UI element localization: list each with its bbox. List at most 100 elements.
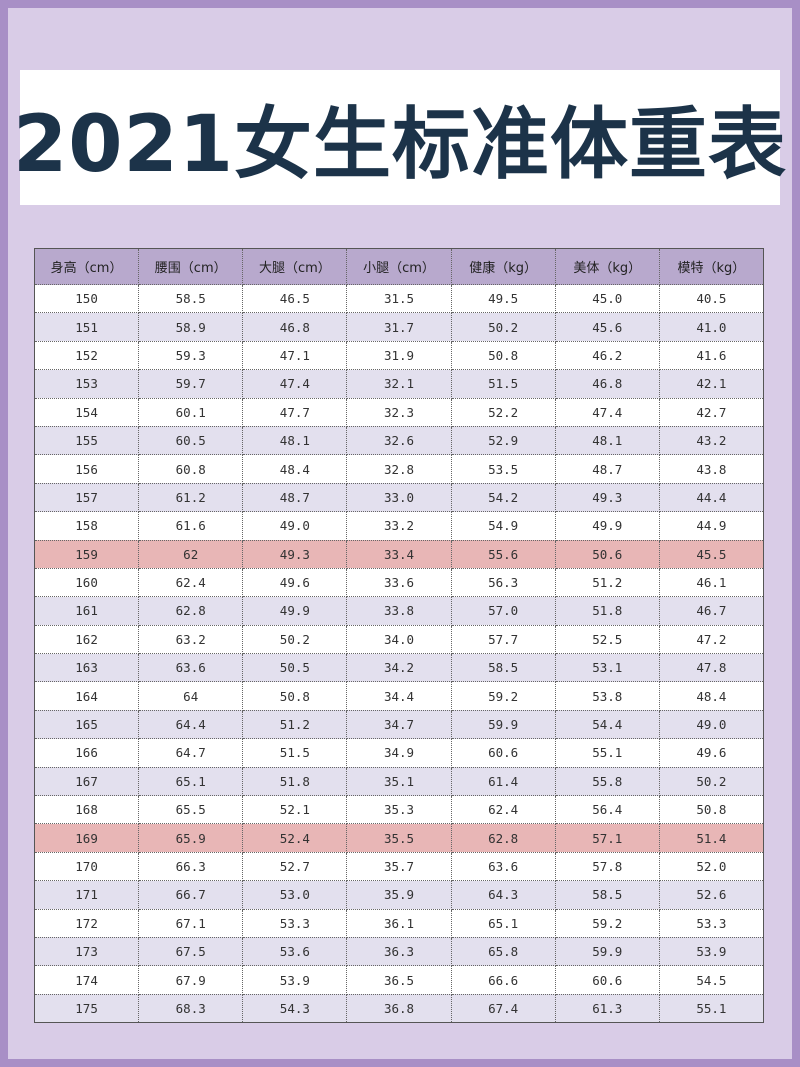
table-cell: 40.5: [658, 283, 765, 314]
table-row: 166 64.7 51.5 34.9 60.6 55.1 49.6: [33, 738, 765, 768]
table-cell: 59.3: [138, 340, 244, 371]
table-cell: 35.1: [346, 766, 452, 797]
table-cell: 41.0: [658, 312, 765, 342]
table-cell: 49.3: [554, 482, 660, 513]
table-cell: 42.1: [658, 369, 765, 399]
table-cell: 174: [33, 965, 140, 995]
table-cell: 34.4: [346, 681, 452, 711]
table-cell: 49.6: [242, 567, 348, 598]
table-cell: 52.6: [658, 880, 765, 910]
table-cell: 65.5: [138, 795, 244, 825]
table-cell: 55.1: [554, 738, 660, 768]
table-cell: 51.2: [242, 709, 348, 740]
table-cell: 61.2: [138, 482, 244, 513]
table-cell: 56.4: [554, 795, 660, 825]
table-cell: 51.8: [242, 766, 348, 797]
table-cell: 32.3: [346, 397, 452, 427]
table-cell: 175: [33, 993, 140, 1024]
table-row: 165 64.4 51.2 34.7 59.9 54.4 49.0: [33, 709, 765, 740]
table-cell: 155: [33, 425, 140, 456]
table-cell: 63.6: [138, 653, 244, 683]
table-cell: 31.7: [346, 312, 452, 342]
table-row: 163 63.6 50.5 34.2 58.5 53.1 47.8: [33, 653, 765, 683]
table-cell: 172: [33, 908, 140, 938]
column-header: 大腿（cm）: [242, 248, 348, 285]
table-cell: 41.6: [658, 340, 765, 371]
column-header: 健康（kg）: [450, 248, 556, 285]
table-cell: 60.5: [138, 425, 244, 456]
table-cell: 59.9: [450, 709, 556, 740]
table-cell: 49.0: [658, 709, 765, 740]
table-cell: 154: [33, 397, 140, 427]
table-cell: 165: [33, 709, 140, 740]
table-cell: 65.1: [450, 908, 556, 938]
table-cell: 50.2: [450, 312, 556, 342]
table-cell: 49.3: [242, 539, 348, 569]
table-cell: 50.8: [658, 795, 765, 825]
table-cell: 67.4: [450, 993, 556, 1024]
table-row: 153 59.7 47.4 32.1 51.5 46.8 42.1: [33, 369, 765, 399]
table-cell: 51.8: [554, 596, 660, 626]
table-cell: 48.7: [554, 454, 660, 484]
table-row: 160 62.4 49.6 33.6 56.3 51.2 46.1: [33, 567, 765, 598]
table-cell: 169: [33, 823, 140, 853]
table-cell: 59.2: [554, 908, 660, 938]
table-cell: 36.8: [346, 993, 452, 1024]
table-cell: 58.9: [138, 312, 244, 342]
table-cell: 53.6: [242, 936, 348, 967]
table-cell: 50.2: [658, 766, 765, 797]
column-header: 身高（cm）: [33, 248, 140, 285]
table-cell: 32.6: [346, 425, 452, 456]
table-row: 170 66.3 52.7 35.7 63.6 57.8 52.0: [33, 851, 765, 882]
column-header: 小腿（cm）: [346, 248, 452, 285]
table-row: 150 58.5 46.5 31.5 49.5 45.0 40.5: [33, 283, 765, 314]
table-cell: 35.3: [346, 795, 452, 825]
table-row: 171 66.7 53.0 35.9 64.3 58.5 52.6: [33, 880, 765, 910]
table-cell: 62.8: [138, 596, 244, 626]
table-cell: 164: [33, 681, 140, 711]
table-cell: 31.5: [346, 283, 452, 314]
table-cell: 156: [33, 454, 140, 484]
table-cell: 66.6: [450, 965, 556, 995]
table-cell: 48.4: [658, 681, 765, 711]
table-row: 168 65.5 52.1 35.3 62.4 56.4 50.8: [33, 795, 765, 825]
table-cell: 50.8: [450, 340, 556, 371]
table-cell: 47.1: [242, 340, 348, 371]
table-cell: 53.0: [242, 880, 348, 910]
table-cell: 51.5: [242, 738, 348, 768]
table-cell: 53.3: [658, 908, 765, 938]
table-cell: 47.4: [554, 397, 660, 427]
table-cell: 61.4: [450, 766, 556, 797]
table-cell: 64.4: [138, 709, 244, 740]
table-cell: 54.2: [450, 482, 556, 513]
table-cell: 54.3: [242, 993, 348, 1024]
table-cell: 158: [33, 511, 140, 541]
table-cell: 61.6: [138, 511, 244, 541]
table-cell: 35.7: [346, 851, 452, 882]
table-cell: 46.8: [554, 369, 660, 399]
table-cell: 52.7: [242, 851, 348, 882]
table-cell: 52.9: [450, 425, 556, 456]
table-cell: 48.4: [242, 454, 348, 484]
table-cell: 45.0: [554, 283, 660, 314]
page-title: 2021女生标准体重表: [12, 99, 788, 190]
table-cell: 65.9: [138, 823, 244, 853]
table-cell: 57.8: [554, 851, 660, 882]
table-row: 156 60.8 48.4 32.8 53.5 48.7 43.8: [33, 454, 765, 484]
table-row: 152 59.3 47.1 31.9 50.8 46.2 41.6: [33, 340, 765, 371]
table-cell: 57.0: [450, 596, 556, 626]
table-cell: 53.1: [554, 653, 660, 683]
table-cell: 49.9: [554, 511, 660, 541]
table-cell: 66.3: [138, 851, 244, 882]
table-body: 150 58.5 46.5 31.5 49.5 45.0 40.5 151 58.9 46.8 31…: [33, 283, 765, 1024]
column-header: 腰围（cm）: [138, 248, 244, 285]
table-cell: 59.9: [554, 936, 660, 967]
table-cell: 58.5: [450, 653, 556, 683]
table-cell: 67.9: [138, 965, 244, 995]
table-row: 172 67.1 53.3 36.1 65.1 59.2 53.3: [33, 908, 765, 938]
table-cell: 31.9: [346, 340, 452, 371]
table-cell: 34.2: [346, 653, 452, 683]
table-cell: 48.1: [554, 425, 660, 456]
table-cell: 48.1: [242, 425, 348, 456]
table-cell: 50.2: [242, 624, 348, 655]
